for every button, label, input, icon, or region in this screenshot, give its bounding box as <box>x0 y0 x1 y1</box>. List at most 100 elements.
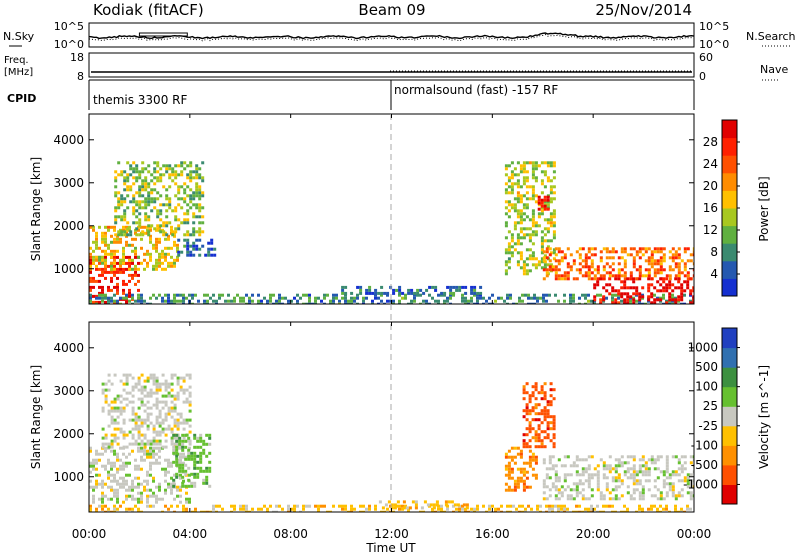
scatter-cell <box>614 476 618 480</box>
scatter-cell <box>548 504 551 508</box>
scatter-cell <box>534 164 538 168</box>
scatter-cell <box>407 302 410 304</box>
scatter-cell <box>275 302 278 304</box>
scatter-cell <box>263 296 266 300</box>
scatter-cell <box>207 247 211 251</box>
scatter-cell <box>626 491 630 495</box>
scatter-cell <box>525 418 529 422</box>
scatter-cell <box>137 296 140 300</box>
scatter-cell <box>120 233 124 237</box>
scatter-cell <box>540 412 544 416</box>
scatter-cell <box>182 427 186 431</box>
scatter-cell <box>182 452 185 456</box>
scatter-cell <box>611 268 615 272</box>
scatter-cell <box>164 385 168 389</box>
colorbar-swatch <box>722 172 737 191</box>
scatter-cell <box>168 164 172 168</box>
scatter-cell <box>140 494 143 498</box>
scatter-cell <box>596 473 600 477</box>
scatter-cell <box>185 497 188 501</box>
scatter-cell <box>593 247 597 251</box>
scatter-cell <box>161 249 164 253</box>
scatter-cell <box>446 296 449 300</box>
scatter-cell <box>183 212 187 216</box>
scatter-cell <box>635 299 638 303</box>
scatter-cell <box>620 286 624 290</box>
scatter-cell <box>123 215 127 219</box>
scatter-cell <box>543 397 547 401</box>
scatter-cell <box>141 233 145 237</box>
scatter-cell <box>447 500 451 504</box>
scatter-cell <box>540 179 544 183</box>
scatter-cell <box>602 510 605 512</box>
scatter-cell <box>653 250 657 254</box>
scatter-cell <box>149 258 152 262</box>
scatter-cell <box>671 482 675 486</box>
scatter-cell <box>128 473 131 477</box>
scatter-cell <box>137 497 140 501</box>
scatter-cell <box>191 510 194 512</box>
scatter-cell <box>113 479 116 483</box>
scatter-cell <box>542 259 546 263</box>
scatter-cell <box>122 291 125 295</box>
scatter-cell <box>134 427 138 431</box>
scatter-cell <box>189 161 193 165</box>
scatter-cell <box>519 254 523 258</box>
colorbar-swatch <box>722 208 737 227</box>
scatter-cell <box>143 379 147 383</box>
scatter-cell <box>179 415 183 419</box>
scatter-cell <box>341 507 344 511</box>
scatter-cell <box>537 418 541 422</box>
scatter-cell <box>125 391 129 395</box>
scatter-cell <box>116 436 120 440</box>
scatter-cell <box>510 185 514 189</box>
scatter-cell <box>122 270 125 274</box>
scatter-cell <box>653 271 657 275</box>
scatter-cell <box>528 449 532 453</box>
scatter-cell <box>554 497 558 501</box>
scatter-cell <box>260 507 263 511</box>
scatter-cell <box>611 497 615 501</box>
scatter-cell <box>629 302 632 304</box>
freq-left-tick-top: 18 <box>70 51 84 64</box>
scatter-cell <box>686 485 690 489</box>
scatter-cell <box>308 299 311 303</box>
scatter-cell <box>620 247 624 251</box>
scatter-cell <box>149 494 152 498</box>
scatter-cell <box>464 296 467 300</box>
scatter-cell <box>129 200 133 204</box>
scatter-cell <box>674 265 678 269</box>
scatter-cell <box>671 253 675 257</box>
scatter-cell <box>138 176 142 180</box>
scatter-cell <box>164 379 168 383</box>
scatter-cell <box>199 451 203 455</box>
scatter-cell <box>537 215 541 219</box>
scatter-cell <box>125 464 128 468</box>
scatter-cell <box>198 227 202 231</box>
scatter-cell <box>208 466 212 470</box>
scatter-cell <box>614 494 618 498</box>
scatter-cell <box>620 455 624 459</box>
scatter-cell <box>131 482 134 486</box>
scatter-cell <box>528 400 532 404</box>
scatter-cell <box>177 191 181 195</box>
scatter-cell <box>113 461 116 465</box>
scatter-cell <box>668 295 672 299</box>
scatter-cell <box>116 302 119 304</box>
scatter-cell <box>513 242 517 246</box>
scatter-cell <box>98 473 101 477</box>
scatter-cell <box>608 455 612 459</box>
scatter-cell <box>137 288 140 292</box>
scatter-cell <box>504 272 508 276</box>
scatter-cell <box>527 293 530 297</box>
scatter-cell <box>158 439 162 443</box>
scatter-cell <box>113 400 117 404</box>
date-title: 25/Nov/2014 <box>595 1 692 19</box>
scatter-cell <box>560 504 563 508</box>
scatter-cell <box>602 265 606 269</box>
scatter-cell <box>519 251 523 255</box>
scatter-cell <box>110 461 113 465</box>
scatter-cell <box>539 296 542 300</box>
scatter-cell <box>659 504 662 508</box>
scatter-cell <box>581 488 585 492</box>
